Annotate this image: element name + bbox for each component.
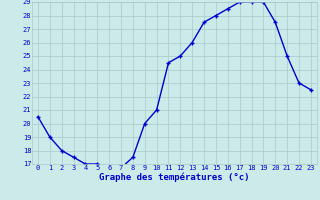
- X-axis label: Graphe des températures (°c): Graphe des températures (°c): [99, 172, 250, 182]
